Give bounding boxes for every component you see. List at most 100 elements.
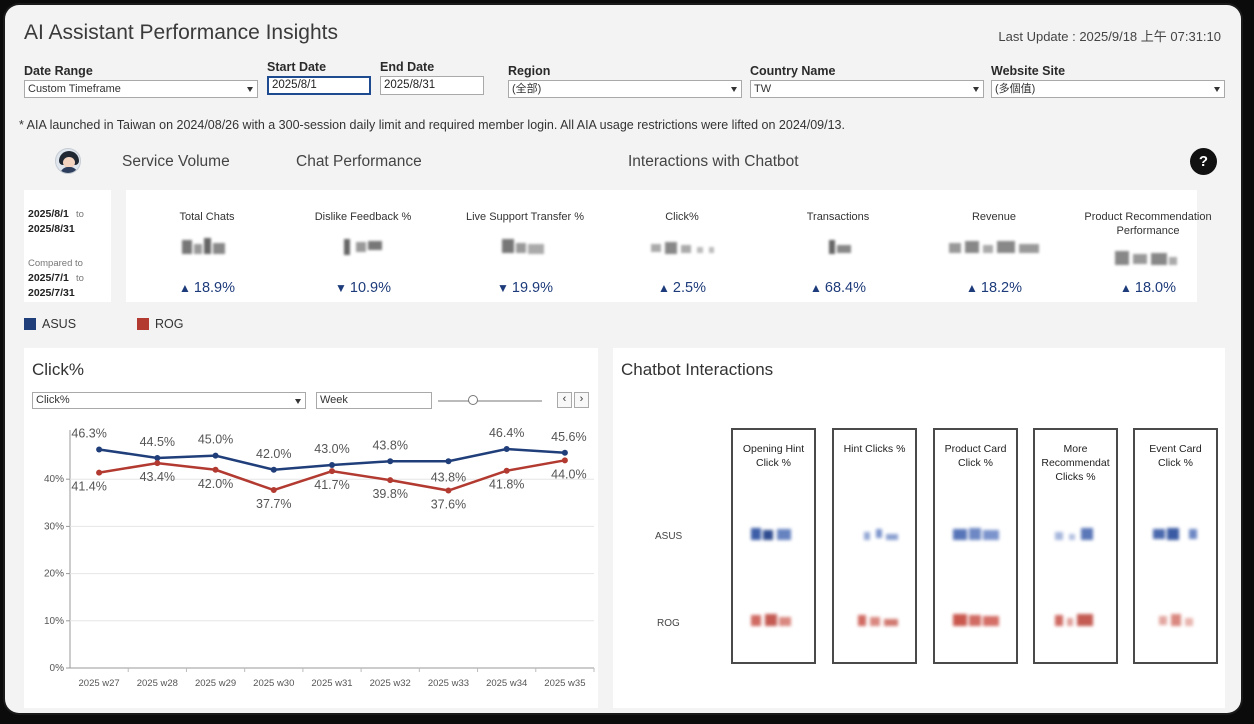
week-slider-handle[interactable]	[468, 395, 478, 405]
avatar-body	[60, 167, 78, 173]
kpi-name: Transactions	[806, 211, 870, 223]
current-end: 2025/8/31	[28, 223, 75, 235]
data-point-asus	[329, 462, 335, 469]
chevron-down-icon	[247, 87, 253, 92]
website-value: (多個值)	[995, 83, 1036, 95]
prev-end: 2025/7/31	[28, 287, 75, 299]
y-tick-label: 0%	[50, 663, 65, 674]
website-label: Website Site	[991, 64, 1066, 78]
to-text: to	[76, 209, 84, 220]
service-volume-heading: Service Volume	[122, 153, 230, 170]
blurred-value	[651, 242, 714, 254]
column-header: Event Card Click %	[1149, 443, 1202, 469]
page-title: AI Assistant Performance Insights	[24, 21, 338, 44]
data-point-rog	[212, 466, 219, 473]
kpi-name: Revenue	[971, 211, 1017, 223]
column-product-card: Product Card Click %	[933, 428, 1018, 664]
website-select[interactable]: (多個值)	[991, 80, 1225, 98]
last-update-text: Last Update : 2025/9/18 上午 07:31:10	[998, 29, 1221, 44]
chevron-down-icon	[973, 87, 979, 92]
kpi-box: Total Chats ▲ 18.9% Dislike Feedback % ▼ 1…	[126, 190, 1212, 302]
column-event-card: Event Card Click %	[1133, 428, 1218, 664]
data-label-rog: 41.8%	[489, 478, 524, 492]
metric-select-value: Click%	[36, 394, 70, 406]
up-arrow-icon: ▲	[809, 281, 822, 295]
kpi-name: Click%	[665, 211, 699, 223]
column-header: Hint Clicks %	[843, 443, 906, 455]
data-point-rog	[561, 457, 568, 464]
help-icon[interactable]: ?	[1190, 148, 1217, 175]
down-arrow-icon: ▼	[334, 281, 347, 295]
kpi-change: ▼ 19.9%	[450, 280, 600, 296]
interactions-panel: Chatbot Interactions ASUS ROG Opening Hi…	[613, 348, 1225, 708]
data-point-asus	[96, 446, 103, 453]
kpi-name: Total Chats	[179, 211, 235, 223]
x-tick-label: 2025 w29	[195, 678, 236, 689]
country-select[interactable]: TW	[750, 80, 984, 98]
chevron-down-icon	[295, 399, 301, 404]
data-label-asus: 45.0%	[198, 433, 233, 447]
kpi-value: 18.9%	[193, 280, 235, 296]
blurred-value	[1115, 251, 1177, 265]
y-tick-label: 10%	[44, 616, 64, 627]
kpi-change: ▲ 18.0%	[1073, 280, 1223, 296]
down-arrow-icon: ▼	[496, 281, 509, 295]
legend-rog: ROG	[137, 317, 183, 331]
interactions-panel-title: Chatbot Interactions	[621, 360, 774, 379]
blurred-asus-value	[1055, 528, 1093, 540]
launch-note: * AIA launched in Taiwan on 2024/08/26 w…	[19, 118, 845, 132]
kpi-live-support: Live Support Transfer % ▼ 19.9%	[450, 190, 600, 302]
end-date-input[interactable]: 2025/8/31	[380, 76, 484, 95]
country-value: TW	[754, 83, 772, 95]
date-range-label: Date Range	[24, 64, 93, 78]
region-select[interactable]: (全部)	[508, 80, 742, 98]
kpi-value: 10.9%	[349, 280, 391, 296]
start-date-input[interactable]: 2025/8/1	[267, 76, 371, 95]
legend-rog-label: ROG	[155, 317, 184, 331]
row-label-rog: ROG	[657, 618, 680, 629]
period-box: 2025/8/1 to 2025/8/31 Compared to 2025/7…	[24, 190, 111, 302]
next-button[interactable]: ›	[574, 392, 589, 408]
chevron-down-icon	[1214, 87, 1220, 92]
end-date-filter: End Date 2025/8/31	[380, 59, 484, 95]
assistant-avatar-icon	[55, 148, 81, 174]
kpi-value: 68.4%	[824, 280, 866, 296]
region-label: Region	[508, 64, 551, 78]
x-tick-label: 2025 w30	[253, 678, 294, 689]
kpi-name: Live Support Transfer %	[465, 211, 584, 223]
prev-button[interactable]: ‹	[557, 392, 572, 408]
x-tick-label: 2025 w34	[486, 678, 527, 689]
data-point-asus	[561, 449, 568, 456]
website-filter: Website Site (多個值)	[991, 63, 1225, 98]
date-range-select[interactable]: Custom Timeframe	[24, 80, 258, 98]
row-label-asus: ASUS	[655, 531, 683, 542]
date-range-value: Custom Timeframe	[28, 83, 121, 95]
y-tick-label: 40%	[44, 474, 64, 485]
granularity-input[interactable]: Week	[316, 392, 432, 409]
metric-select[interactable]: Click%	[32, 392, 306, 409]
column-header: Product Card Click %	[944, 443, 1007, 469]
dashboard-frame: AI Assistant Performance Insights Last U…	[5, 5, 1241, 713]
week-slider-track[interactable]	[438, 400, 542, 402]
date-range-filter: Date Range Custom Timeframe	[24, 63, 258, 98]
data-label-asus: 44.5%	[140, 435, 175, 449]
kpi-change: ▲ 18.2%	[919, 280, 1069, 296]
x-tick-label: 2025 w27	[79, 678, 120, 689]
data-point-rog	[270, 487, 277, 494]
data-point-rog	[387, 477, 394, 484]
data-label-asus: 45.6%	[551, 430, 586, 444]
up-arrow-icon: ▲	[658, 281, 670, 295]
interactions-heading: Interactions with Chatbot	[628, 153, 799, 170]
column-opening-hint: Opening Hint Click %	[731, 428, 816, 664]
up-arrow-icon: ▲	[178, 281, 191, 295]
blurred-asus-value	[751, 528, 791, 540]
data-point-asus	[212, 452, 219, 459]
data-label-rog: 39.8%	[372, 487, 407, 501]
click-panel: Click% Click% Week ‹ › 0% 10% 20% 30% 40% 202…	[24, 348, 598, 708]
data-label-asus: 42.0%	[256, 447, 291, 461]
blurred-rog-value	[953, 614, 999, 626]
kpi-dislike-feedback: Dislike Feedback % ▼ 10.9%	[288, 190, 438, 302]
blurred-rog-value	[751, 614, 791, 626]
kpi-change: ▲ 2.5%	[607, 280, 757, 296]
data-label-asus: 46.3%	[71, 426, 106, 440]
